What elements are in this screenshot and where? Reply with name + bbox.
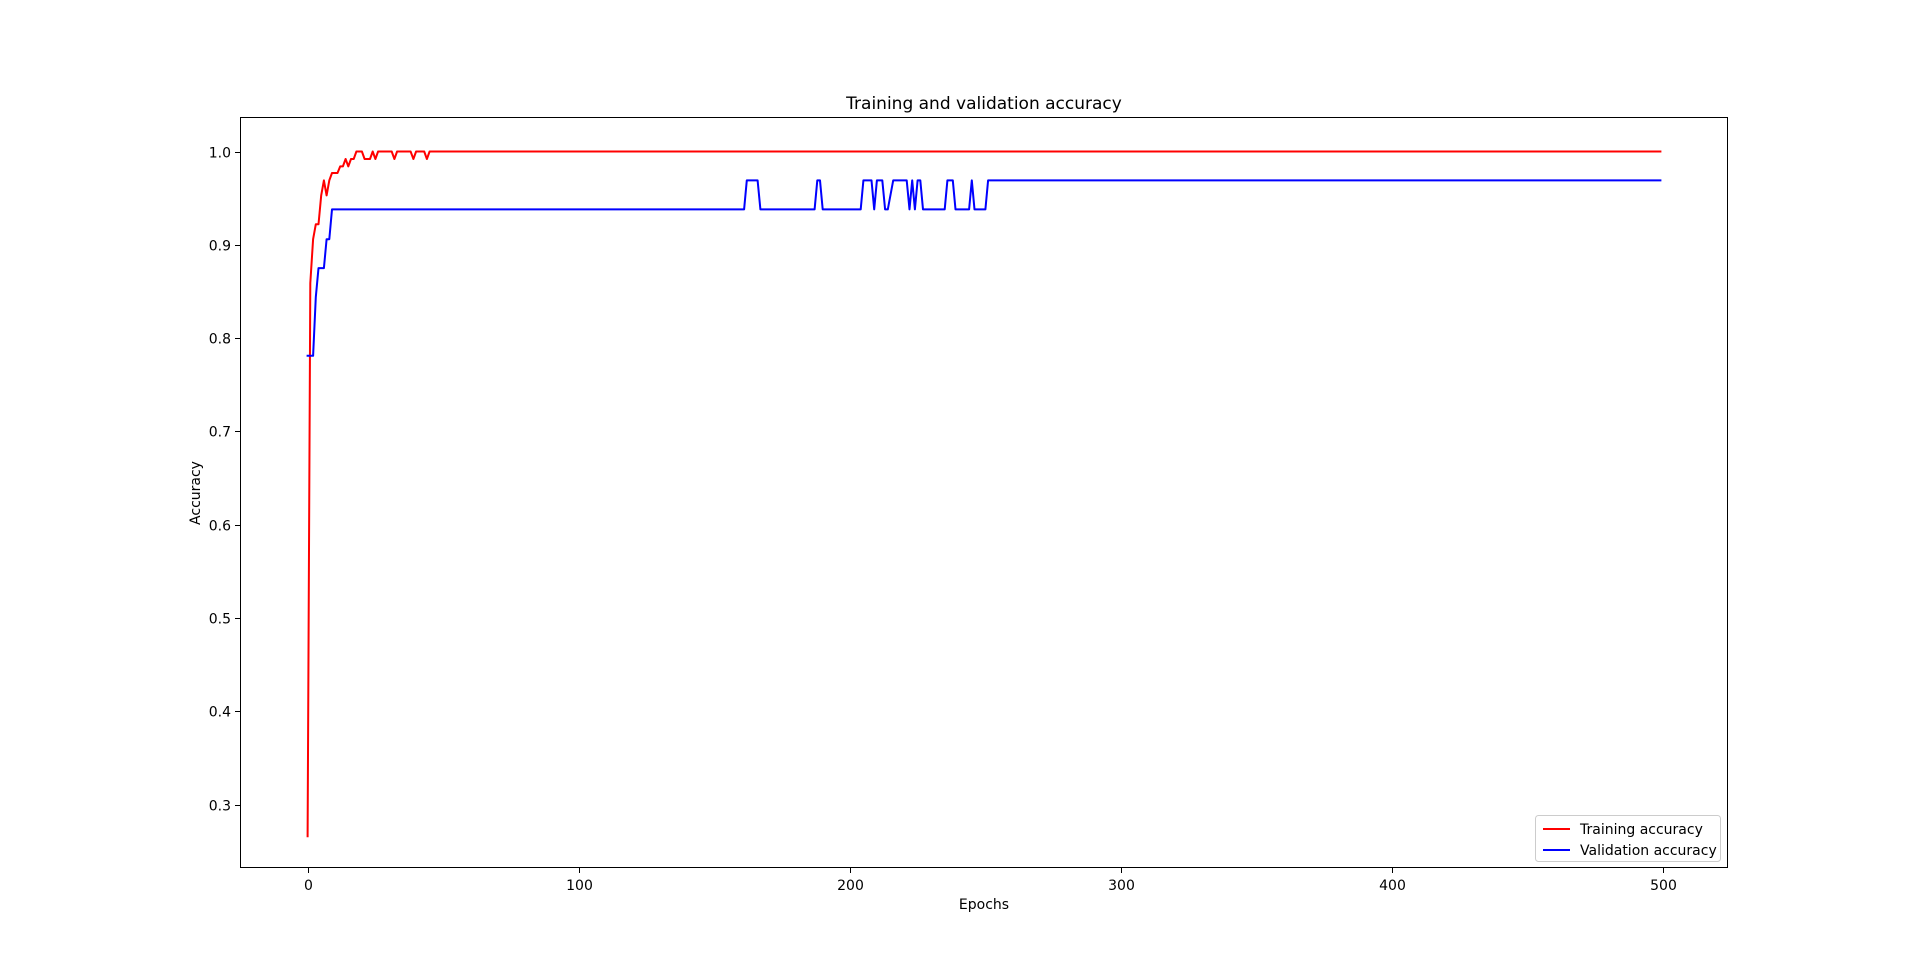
- x-tick-label: 300: [1108, 878, 1135, 894]
- y-tick-label: 0.7: [209, 425, 231, 441]
- training-accuracy-line: [306, 150, 1662, 838]
- x-tick-label: 200: [837, 878, 864, 894]
- x-tick-label: 400: [1379, 878, 1406, 894]
- x-tick-label: 500: [1650, 878, 1677, 894]
- x-tick-label: 100: [566, 878, 593, 894]
- y-tick-label: 0.9: [209, 239, 231, 255]
- legend-label-training: Training accuracy: [1579, 822, 1703, 838]
- ticks-layer: 0 100 200 300 400 500 0.3 0.4 0.5 0.6 0.7 0.8 0.9 1.0: [209, 146, 1677, 895]
- chart-title: Training and validation accuracy: [845, 94, 1122, 114]
- y-tick-label: 0.3: [209, 799, 231, 815]
- y-tick-label: 1.0: [209, 146, 231, 162]
- x-axis-label: Epochs: [959, 897, 1009, 913]
- y-axis-label: Accuracy: [188, 461, 204, 525]
- y-tick-label: 0.5: [209, 612, 231, 628]
- series-layer: [306, 150, 1662, 838]
- legend-box: [1535, 815, 1721, 862]
- x-tick-label: 0: [304, 878, 313, 894]
- y-tick-label: 0.6: [209, 519, 231, 535]
- legend: Training accuracy Validation accuracy: [1535, 815, 1721, 862]
- validation-accuracy-line: [306, 179, 1662, 357]
- y-tick-label: 0.4: [209, 705, 231, 721]
- legend-label-validation: Validation accuracy: [1580, 843, 1717, 859]
- plot-area: [240, 117, 1728, 868]
- y-tick-label: 0.8: [209, 332, 231, 348]
- plot-frame: [240, 117, 1728, 868]
